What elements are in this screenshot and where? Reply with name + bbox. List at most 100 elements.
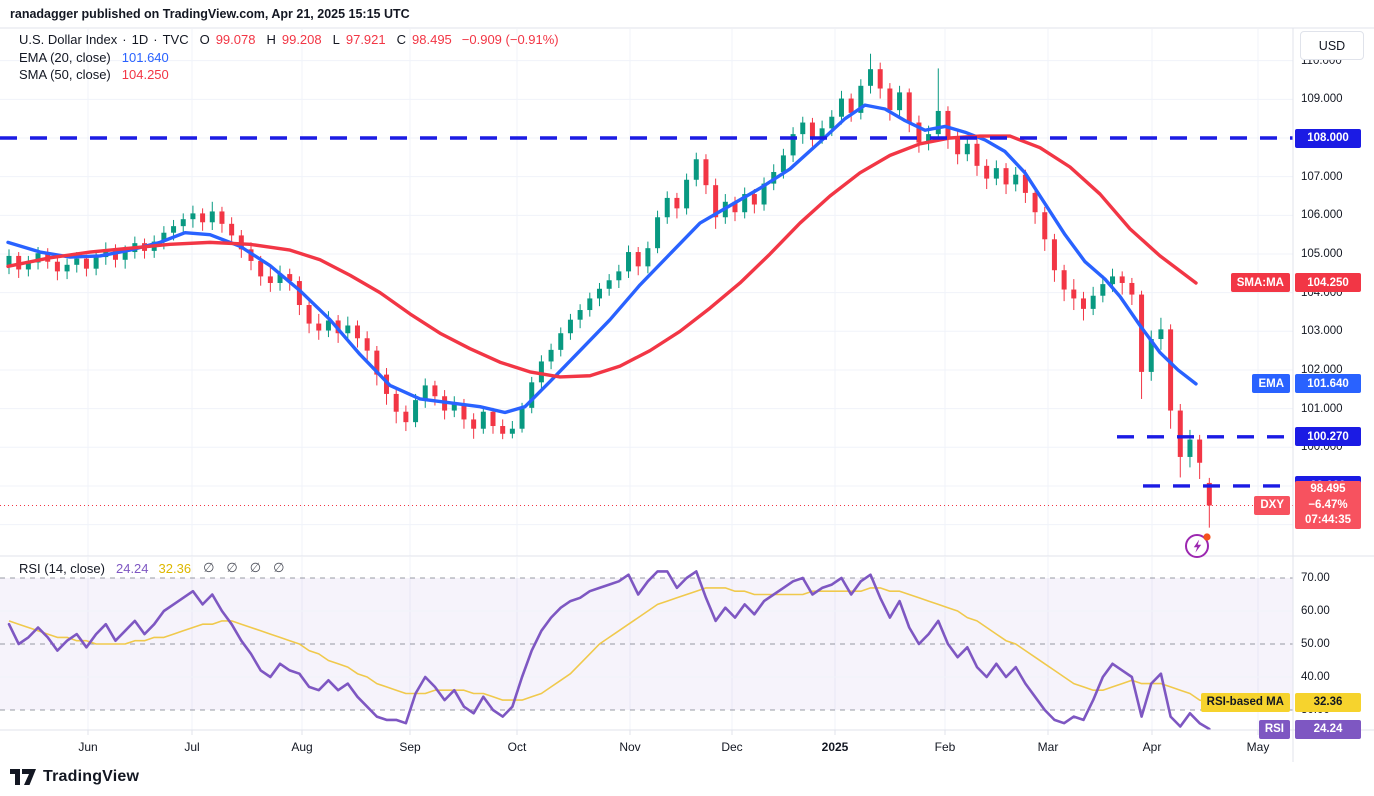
rsi-axis-tick: 40.00 xyxy=(1301,671,1330,683)
candle-body xyxy=(819,128,825,138)
rsi-legend-row[interactable]: RSI (14, close) 24.24 32.36 ∅ ∅ ∅ ∅ xyxy=(19,560,284,576)
time-axis-month-label: Jun xyxy=(78,740,98,754)
candle-body xyxy=(374,350,380,375)
price-axis-tick: 105.000 xyxy=(1301,247,1343,260)
candle-body xyxy=(1071,289,1077,299)
candle-body xyxy=(1119,276,1125,283)
candle-body xyxy=(693,159,699,180)
candle-body xyxy=(277,274,283,283)
symbol-exchange: TVC xyxy=(162,32,189,47)
candle-body xyxy=(509,428,515,434)
candle-body xyxy=(345,325,351,334)
candle-body xyxy=(519,407,525,429)
candle-body xyxy=(403,411,409,423)
price-axis-label: 98.495 −6.47% 07:44:35 xyxy=(1295,481,1361,530)
price-axis-label: 24.24 xyxy=(1295,719,1361,739)
candle-body xyxy=(219,211,225,224)
candle-body xyxy=(161,232,167,242)
tradingview-logo-icon xyxy=(10,769,36,785)
candle-body xyxy=(287,274,293,282)
price-axis-label: 108.000 xyxy=(1295,128,1361,148)
price-axis-tick: 109.000 xyxy=(1301,93,1343,106)
candle-body xyxy=(887,88,893,111)
candle-body xyxy=(916,122,922,143)
candle-body xyxy=(267,276,273,283)
candle-body xyxy=(1158,329,1164,340)
currency-toggle-button[interactable]: USD xyxy=(1300,31,1364,60)
ema-label: EMA (20, close) xyxy=(19,49,111,65)
candle-body xyxy=(645,248,651,267)
candle-body xyxy=(296,281,302,306)
price-axis-tick: 103.000 xyxy=(1301,325,1343,338)
tradingview-brand-text: TradingView xyxy=(43,768,140,785)
candle-body xyxy=(596,288,602,299)
candle-body xyxy=(1206,482,1212,506)
ema-legend-row[interactable]: EMA (20, close) 101.640 xyxy=(19,50,169,65)
sma-value: 104.250 xyxy=(121,66,169,82)
rsi-value: 24.24 xyxy=(115,560,149,576)
low-key: L xyxy=(332,32,340,47)
price-axis-tick: 106.000 xyxy=(1301,209,1343,222)
candle-body xyxy=(25,262,31,270)
sma50-line xyxy=(6,134,1198,379)
candle-body xyxy=(664,197,670,218)
candle-body xyxy=(703,159,709,186)
time-axis-month-label: Sep xyxy=(399,740,421,754)
lightning-marker-icon[interactable] xyxy=(1183,530,1213,560)
rsi-label: RSI (14, close) xyxy=(19,560,105,576)
time-axis-month-label: Mar xyxy=(1037,740,1059,754)
rsi-empty-slot: ∅ xyxy=(273,560,285,575)
open-key: O xyxy=(199,32,210,47)
axis-label-tag: DXY xyxy=(1254,495,1290,515)
price-axis-tick: 101.000 xyxy=(1301,402,1343,415)
rsi-empty-slot: ∅ xyxy=(226,560,238,575)
candle-body xyxy=(577,310,583,320)
candle-body xyxy=(1148,339,1154,372)
rsi-axis-tick: 70.00 xyxy=(1301,572,1330,584)
candle-body xyxy=(906,92,912,123)
candle-body xyxy=(422,385,428,401)
candle-body xyxy=(209,211,215,223)
tradingview-footer-link[interactable]: TradingView xyxy=(10,768,139,786)
sma-legend-row[interactable]: SMA (50, close) 104.250 xyxy=(19,67,169,82)
candle-body xyxy=(1090,295,1096,309)
candle-body xyxy=(461,403,467,420)
ema20-line xyxy=(6,103,1198,415)
candle-body xyxy=(926,134,932,143)
low-value: 97.921 xyxy=(345,32,386,47)
candle-body xyxy=(471,419,477,429)
candle-body xyxy=(529,382,535,408)
candle-body xyxy=(1013,174,1019,185)
price-axis-label: 104.250 xyxy=(1295,273,1361,293)
axis-label-tag: RSI-based MA xyxy=(1200,692,1290,712)
rsi-empty-slot: ∅ xyxy=(249,560,262,575)
candle-body xyxy=(180,219,186,227)
time-axis-month-label: 2025 xyxy=(821,740,849,754)
time-axis-month-label: Jul xyxy=(184,740,200,754)
candle-body xyxy=(993,168,999,179)
candle-body xyxy=(548,349,554,362)
candle-body xyxy=(480,411,486,429)
rsi-axis-tick: 50.00 xyxy=(1301,638,1330,650)
high-value: 99.208 xyxy=(281,32,322,47)
candle-body xyxy=(742,194,748,213)
rsi-ma-line xyxy=(8,587,1210,703)
candle-body xyxy=(1177,410,1183,457)
price-axis-tick: 107.000 xyxy=(1301,170,1343,183)
candle-body xyxy=(897,92,903,111)
candle-body xyxy=(122,252,128,260)
candle-body xyxy=(354,325,360,339)
candle-body xyxy=(54,261,60,272)
symbol-legend-row[interactable]: U.S. Dollar Index · 1D · TVC O 99.078 H … xyxy=(19,32,559,47)
rsi-line xyxy=(7,570,1211,731)
symbol-interval: 1D xyxy=(131,32,149,47)
open-value: 99.078 xyxy=(215,32,256,47)
candle-body xyxy=(984,165,990,179)
candle-body xyxy=(190,213,196,220)
candle-body xyxy=(6,255,12,266)
candle-body xyxy=(848,98,854,113)
candle-body xyxy=(800,122,806,135)
candle-body xyxy=(1168,329,1174,411)
candle-body xyxy=(761,183,767,205)
